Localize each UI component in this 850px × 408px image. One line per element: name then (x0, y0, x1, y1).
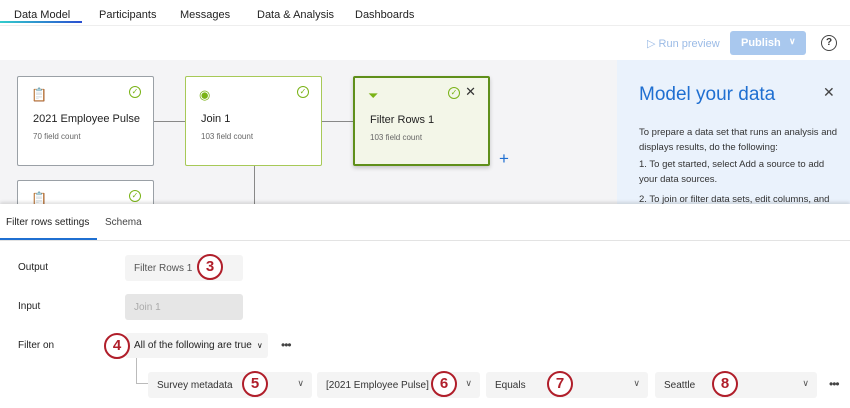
filter-mode-dropdown[interactable]: All of the following are true ∨ (125, 333, 268, 358)
run-preview-label: Run preview (658, 38, 720, 50)
run-preview-button[interactable]: ▷ Run preview (647, 37, 720, 50)
publish-label: Publish (741, 37, 781, 49)
node-field-count: 70 field count (33, 132, 81, 141)
help-panel: Model your data ✕ To prepare a data set … (617, 60, 850, 206)
connector-arrow (254, 165, 255, 206)
node-field-count: 103 field count (370, 133, 423, 142)
filter-icon: ⏷ (368, 88, 379, 103)
source-value: [2021 Employee Pulse] (326, 379, 429, 391)
tab-schema[interactable]: Schema (105, 217, 142, 228)
more-options-icon[interactable]: ••• (281, 338, 292, 352)
input-field-disabled: Join 1 (125, 294, 243, 320)
node-field-count: 103 field count (201, 132, 254, 141)
help-text: 2. To join or filter data sets, edit col… (639, 194, 830, 205)
tab-dashboards[interactable]: Dashboards (355, 9, 415, 21)
tab-data-model[interactable]: Data Model (14, 9, 71, 21)
chevron-down-icon: ∨ (633, 378, 640, 388)
node-title: Join 1 (201, 113, 231, 125)
node-employee-pulse[interactable]: 📋 ✓ 2021 Employee Pulse 70 field count (17, 76, 154, 166)
active-tab-indicator (0, 21, 82, 23)
check-icon: ✓ (129, 190, 141, 202)
callout-badge: 3 (197, 254, 223, 280)
callout-badge: 8 (712, 371, 738, 397)
node-title: 2021 Employee Pulse (33, 113, 141, 125)
help-panel-title: Model your data (639, 84, 776, 105)
help-text: 1. To get started, select Add a source t… (639, 159, 825, 185)
output-input[interactable]: Filter Rows 1 (125, 255, 243, 281)
chevron-down-icon: ∨ (297, 378, 304, 388)
check-icon: ✓ (297, 86, 309, 98)
callout-badge: 7 (547, 371, 573, 397)
check-icon: ✓ (448, 87, 460, 99)
operator-value: Equals (495, 379, 526, 391)
tab-participants[interactable]: Participants (99, 9, 157, 21)
tab-data-analysis[interactable]: Data & Analysis (257, 9, 335, 21)
filter-mode-value: All of the following are true (134, 340, 252, 351)
input-label: Input (18, 301, 41, 312)
add-node-icon[interactable]: + (499, 149, 509, 168)
divider (0, 25, 850, 26)
callout-badge: 5 (242, 371, 268, 397)
chevron-down-icon: ∨ (802, 378, 809, 388)
tab-filter-rows-settings[interactable]: Filter rows settings (6, 217, 90, 228)
join-icon: ◉ (199, 87, 211, 102)
node-join-1[interactable]: ◉ ✓ Join 1 103 field count (185, 76, 322, 166)
clipboard-icon: 📋 (31, 191, 48, 206)
help-text: To prepare a data set that runs an analy… (639, 127, 838, 153)
node-filter-rows-1[interactable]: ⏷ ✓ ✕ Filter Rows 1 103 field count (353, 76, 490, 166)
chevron-down-icon: ∨ (256, 341, 263, 350)
play-icon: ▷ (647, 38, 656, 50)
tree-connector (136, 358, 148, 384)
tab-messages[interactable]: Messages (180, 9, 231, 21)
callout-badge: 6 (431, 371, 457, 397)
callout-badge: 4 (104, 333, 130, 359)
value-value: Seattle (664, 379, 696, 391)
filter-on-label: Filter on (18, 340, 55, 351)
chevron-down-icon[interactable]: ∨ (789, 36, 796, 46)
publish-button[interactable]: Publish ∨ (730, 31, 806, 55)
connector-arrow (153, 121, 185, 122)
node-title: Filter Rows 1 (370, 114, 435, 126)
field-dropdown[interactable]: Survey metadata ∨ (148, 372, 312, 398)
field-value: Survey metadata (157, 379, 233, 391)
clipboard-icon: 📋 (31, 87, 48, 102)
close-icon[interactable]: ✕ (465, 84, 476, 99)
chevron-down-icon: ∨ (465, 378, 472, 388)
connector-arrow (321, 121, 353, 122)
close-icon[interactable]: ✕ (823, 84, 835, 100)
check-icon: ✓ (129, 86, 141, 98)
active-tab-indicator (0, 238, 97, 240)
output-label: Output (18, 262, 49, 273)
more-options-icon[interactable]: ••• (829, 377, 840, 391)
divider (0, 240, 850, 241)
help-icon[interactable]: ? (821, 35, 837, 51)
